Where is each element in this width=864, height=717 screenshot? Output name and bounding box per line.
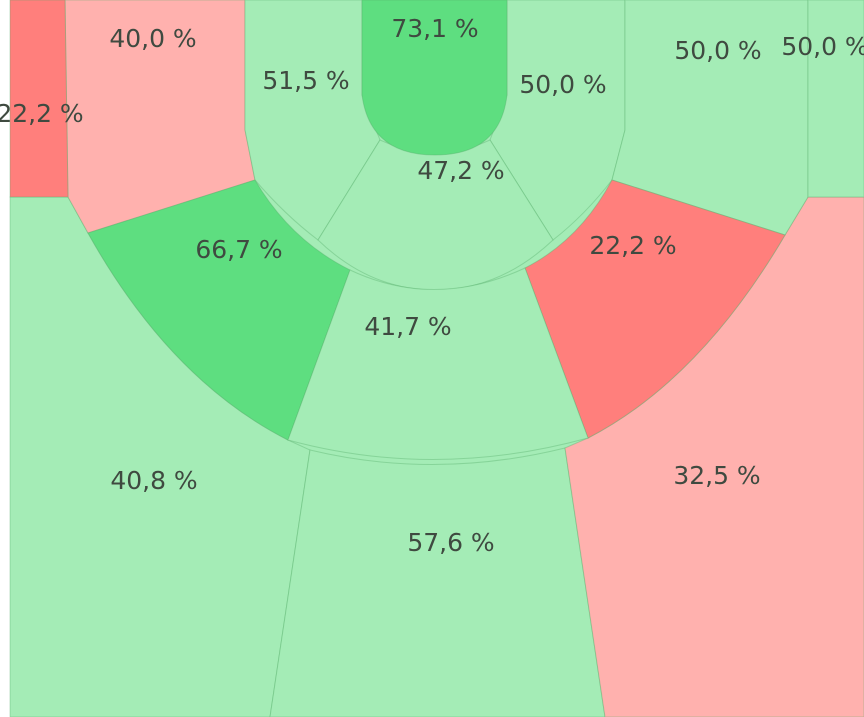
zone-label: 73,1 %: [391, 14, 478, 43]
zone-label: 41,7 %: [364, 312, 451, 341]
zone-label: 50,0 %: [781, 32, 864, 61]
zone-label: 22,2 %: [0, 99, 84, 128]
zone-label: 22,2 %: [589, 231, 676, 260]
zone: [9, 0, 69, 198]
zone: [269, 447, 606, 717]
zone: [287, 267, 589, 460]
zone: [807, 0, 864, 198]
zone-label: 40,0 %: [109, 24, 196, 53]
zone: [524, 179, 786, 439]
zone-label: 50,0 %: [674, 36, 761, 65]
zone-label: 47,2 %: [417, 156, 504, 185]
zone: [87, 179, 351, 441]
zone-label: 57,6 %: [407, 528, 494, 557]
zone: [361, 0, 508, 156]
zone-label: 66,7 %: [195, 235, 282, 264]
zone-label: 32,5 %: [673, 461, 760, 490]
zone-label: 40,8 %: [110, 466, 197, 495]
zone-label: 50,0 %: [519, 70, 606, 99]
zone-label: 51,5 %: [262, 66, 349, 95]
